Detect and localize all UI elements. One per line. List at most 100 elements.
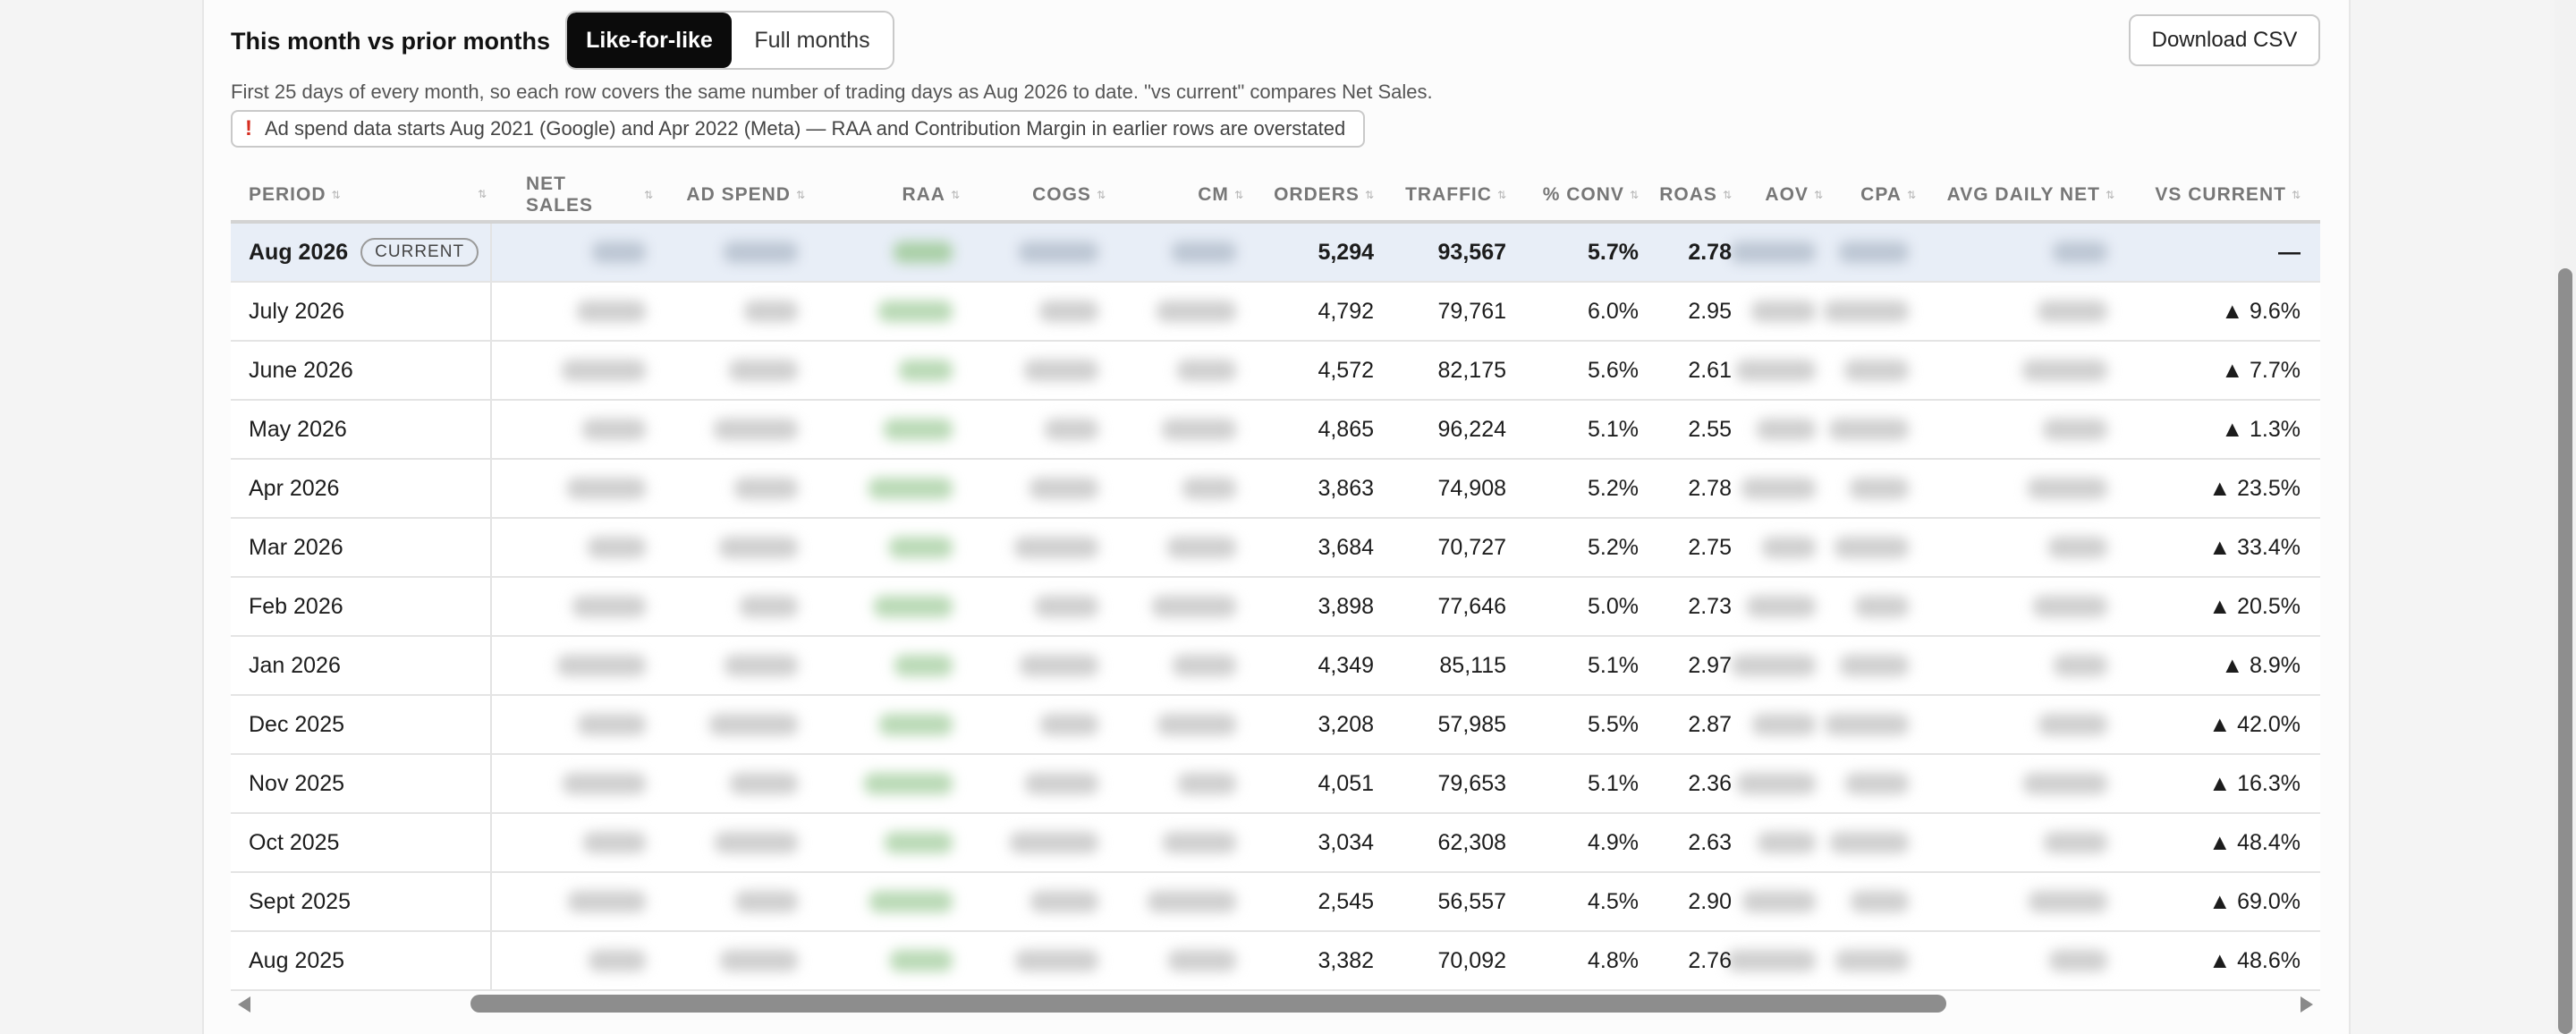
traffic-cell: 70,092 [1437, 947, 1506, 973]
comparison-mode-toggle[interactable]: Like-for-like Full months [565, 11, 894, 70]
redacted-avg-daily-net [2053, 242, 2107, 263]
sort-icon[interactable]: ⇅ [478, 188, 487, 200]
period-label: Aug 2026 [249, 239, 349, 265]
sort-icon[interactable]: ⇅ [1813, 189, 1823, 201]
roas-cell: 2.78 [1688, 239, 1732, 265]
column-header-conv[interactable]: % Conv ⇅ [1517, 170, 1639, 220]
table-row[interactable]: Jan 2026 4,349 85,115 5.1% 2.97 ▲ 8.9% [231, 637, 2320, 696]
column-header-traffic[interactable]: Traffic ⇅ [1385, 170, 1506, 220]
roas-cell: 2.90 [1688, 888, 1732, 914]
period-divider [490, 342, 492, 399]
column-header-label: ROAS [1659, 184, 1717, 205]
redacted-net-sales [577, 301, 646, 322]
horizontal-scrollbar[interactable] [231, 991, 2320, 1016]
vertical-scrollbar[interactable] [2555, 0, 2576, 1034]
orders-cell: 5,294 [1318, 239, 1374, 265]
column-header-cm[interactable]: CM ⇅ [1161, 170, 1243, 220]
traffic-cell: 62,308 [1437, 829, 1506, 855]
column-header-cpa[interactable]: CPA ⇅ [1834, 170, 1916, 220]
traffic-cell: 82,175 [1437, 357, 1506, 383]
redacted-net-sales [568, 891, 646, 912]
column-header-raa[interactable]: RAA ⇅ [857, 170, 960, 220]
column-header-net-sales[interactable]: Net Sales ⇅ [526, 170, 653, 220]
download-csv-button[interactable]: Download CSV [2129, 14, 2320, 66]
table-row[interactable]: June 2026 4,572 82,175 5.6% 2.61 ▲ 7.7% [231, 342, 2320, 401]
vertical-scroll-thumb[interactable] [2558, 268, 2572, 1034]
redacted-cpa [1839, 242, 1909, 263]
traffic-cell: 79,653 [1437, 770, 1506, 796]
redacted-raa [894, 242, 953, 263]
redacted-avg-daily-net [2048, 537, 2107, 558]
sort-icon[interactable]: ⇅ [1629, 189, 1639, 201]
table-row[interactable]: May 2026 4,865 96,224 5.1% 2.55 ▲ 1.3% [231, 401, 2320, 460]
sort-icon[interactable]: ⇅ [331, 189, 341, 201]
redacted-net-sales [578, 714, 646, 735]
sort-icon[interactable]: ⇅ [2291, 189, 2301, 201]
table-row[interactable]: Aug 2026 CURRENT 5,294 93,567 5.7% 2.78 — [231, 224, 2320, 283]
redacted-cm [1172, 242, 1236, 263]
redacted-cpa [1850, 478, 1909, 499]
column-header-roas[interactable]: ROAS ⇅ [1649, 170, 1732, 220]
sort-icon[interactable]: ⇅ [1233, 189, 1243, 201]
period-label: Oct 2025 [249, 829, 340, 855]
redacted-avg-daily-net [2043, 419, 2107, 440]
conv-cell: 5.2% [1588, 475, 1639, 501]
sort-icon[interactable]: ⇅ [2105, 189, 2114, 201]
table-row[interactable]: Feb 2026 3,898 77,646 5.0% 2.73 ▲ 20.5% [231, 578, 2320, 637]
orders-cell: 2,545 [1318, 888, 1374, 914]
table-row[interactable]: Aug 2025 3,382 70,092 4.8% 2.76 ▲ 48.6% [231, 932, 2320, 991]
redacted-cpa [1845, 773, 1909, 794]
full-months-button[interactable]: Full months [754, 27, 870, 53]
column-header-vs-current[interactable]: vs Current ⇅ [2125, 170, 2301, 220]
redacted-raa [890, 950, 953, 971]
column-header-ad-spend[interactable]: Ad Spend ⇅ [665, 170, 805, 220]
table-row[interactable]: Mar 2026 3,684 70,727 5.2% 2.75 ▲ 33.4% [231, 519, 2320, 578]
redacted-cpa [1824, 301, 1909, 322]
sort-icon[interactable]: ⇅ [643, 189, 653, 201]
redacted-cpa [1844, 360, 1909, 381]
table-row[interactable]: Nov 2025 4,051 79,653 5.1% 2.36 ▲ 16.3% [231, 755, 2320, 814]
scroll-right-icon[interactable] [2301, 996, 2313, 1013]
redacted-aov [1762, 537, 1816, 558]
sort-icon[interactable]: ⇅ [1906, 189, 1916, 201]
sort-icon[interactable]: ⇅ [950, 189, 960, 201]
orders-cell: 4,572 [1318, 357, 1374, 383]
column-header-aov[interactable]: AOV ⇅ [1742, 170, 1823, 220]
redacted-ad-spend [729, 360, 798, 381]
redacted-cogs [1045, 419, 1098, 440]
redacted-cogs [1035, 596, 1098, 617]
orders-cell: 3,034 [1318, 829, 1374, 855]
redacted-cpa [1830, 832, 1909, 853]
sort-icon[interactable]: ⇅ [1364, 189, 1374, 201]
redacted-ad-spend [735, 891, 798, 912]
redacted-ad-spend [715, 832, 798, 853]
table-row[interactable]: Apr 2026 3,863 74,908 5.2% 2.78 ▲ 23.5% [231, 460, 2320, 519]
sort-icon[interactable]: ⇅ [1496, 189, 1506, 201]
sort-icon[interactable]: ⇅ [1722, 189, 1732, 201]
sort-icon[interactable]: ⇅ [1096, 189, 1106, 201]
scroll-left-icon[interactable] [238, 996, 250, 1013]
column-header-avg-daily-net[interactable]: Avg Daily Net ⇅ [1927, 170, 2114, 220]
column-header-period[interactable]: Period ⇅ [231, 170, 508, 220]
redacted-raa [889, 537, 953, 558]
table-row[interactable]: Dec 2025 3,208 57,985 5.5% 2.87 ▲ 42.0% [231, 696, 2320, 755]
like-for-like-button[interactable]: Like-for-like [567, 13, 732, 68]
redacted-aov [1741, 478, 1816, 499]
sort-icon[interactable]: ⇅ [795, 189, 805, 201]
redacted-cm [1148, 891, 1236, 912]
period-divider [490, 696, 492, 753]
table-row[interactable]: July 2026 4,792 79,761 6.0% 2.95 ▲ 9.6% [231, 283, 2320, 342]
column-header-orders[interactable]: Orders ⇅ [1254, 170, 1374, 220]
orders-cell: 3,684 [1318, 534, 1374, 560]
redacted-cm [1177, 360, 1236, 381]
column-header-cogs[interactable]: COGS ⇅ [1005, 170, 1106, 220]
table-row[interactable]: Sept 2025 2,545 56,557 4.5% 2.90 ▲ 69.0% [231, 873, 2320, 932]
vs-current-cell: ▲ 8.9% [2221, 652, 2301, 678]
redacted-cpa [1825, 714, 1909, 735]
roas-cell: 2.75 [1688, 534, 1732, 560]
orders-cell: 3,863 [1318, 475, 1374, 501]
horizontal-scroll-thumb[interactable] [470, 995, 1946, 1013]
table-row[interactable]: Oct 2025 3,034 62,308 4.9% 2.63 ▲ 48.4% [231, 814, 2320, 873]
redacted-ad-spend [724, 655, 798, 676]
redacted-cpa [1835, 537, 1909, 558]
